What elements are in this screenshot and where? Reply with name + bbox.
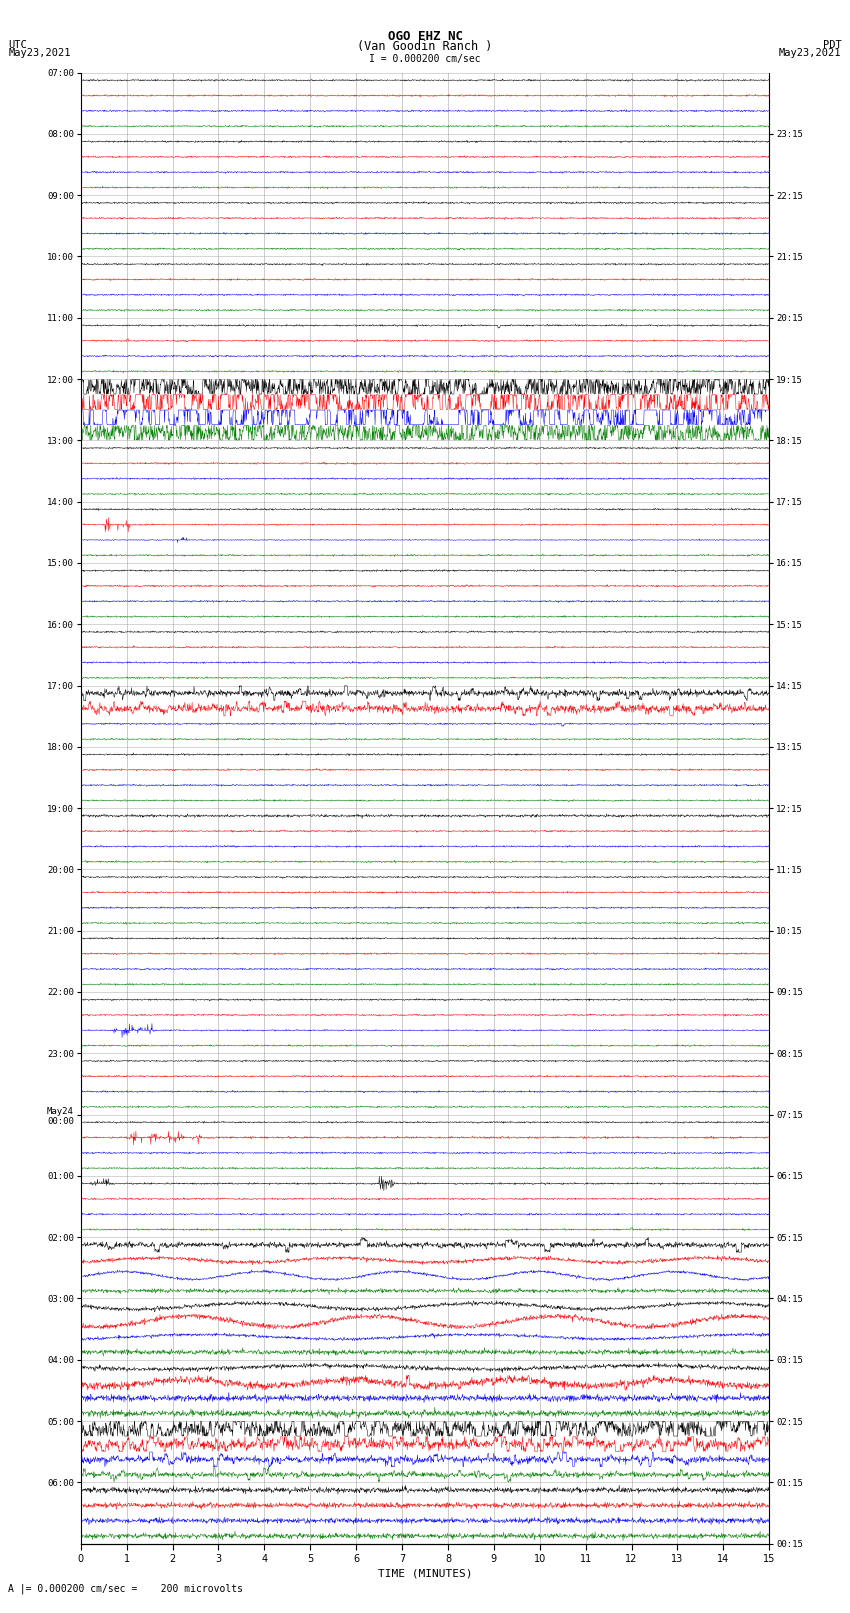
Text: (Van Goodin Ranch ): (Van Goodin Ranch ) [357, 40, 493, 53]
Text: OGO EHZ NC: OGO EHZ NC [388, 29, 462, 44]
Text: A |= 0.000200 cm/sec =    200 microvolts: A |= 0.000200 cm/sec = 200 microvolts [8, 1582, 243, 1594]
Text: May23,2021: May23,2021 [779, 48, 842, 58]
Text: May23,2021: May23,2021 [8, 48, 71, 58]
Text: I = 0.000200 cm/sec: I = 0.000200 cm/sec [369, 53, 481, 65]
X-axis label: TIME (MINUTES): TIME (MINUTES) [377, 1568, 473, 1578]
Text: UTC: UTC [8, 40, 27, 50]
Text: PDT: PDT [823, 40, 842, 50]
